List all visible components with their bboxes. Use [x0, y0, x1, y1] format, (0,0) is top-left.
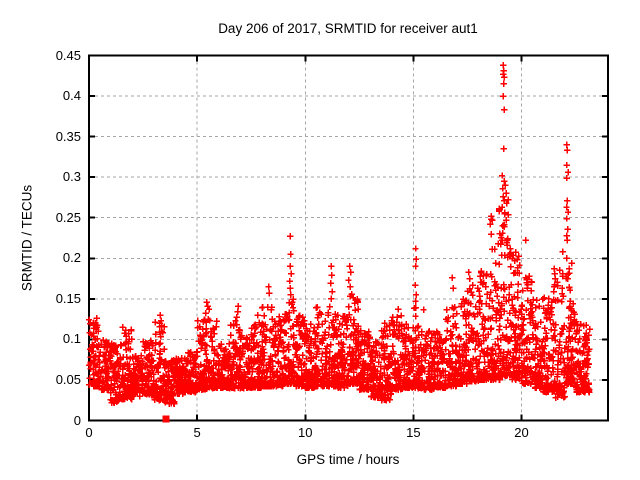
x-tick-label: 10 — [298, 424, 313, 440]
x-tick-label: 15 — [406, 424, 421, 440]
y-tick-label: 0.45 — [55, 47, 81, 63]
y-axis-label: SRMTID / TECUs — [19, 184, 35, 292]
y-tick-label: 0.05 — [55, 371, 81, 387]
axis-frame — [88, 54, 609, 422]
x-axis-label: GPS time / hours — [296, 452, 400, 467]
y-tick-label: 0.35 — [55, 128, 81, 144]
x-tick-label: 0 — [85, 424, 93, 440]
y-tick-label: 0.3 — [62, 169, 81, 185]
x-tick-label: 20 — [514, 424, 529, 440]
y-tick-label: 0.25 — [55, 209, 81, 225]
y-tick-label: 0.1 — [62, 331, 81, 347]
y-tick-label: 0.15 — [55, 290, 81, 306]
y-tick-label: 0.2 — [62, 250, 81, 266]
chart-title: Day 206 of 2017, SRMTID for receiver aut… — [218, 21, 478, 36]
x-tick-label: 5 — [193, 424, 201, 440]
scatter-points-srmtid — [85, 62, 593, 408]
flagged-epoch-square-marker — [162, 415, 170, 423]
y-tick-label: 0 — [73, 412, 81, 428]
axis-ticks — [88, 54, 608, 422]
y-tick-label: 0.4 — [62, 88, 81, 104]
